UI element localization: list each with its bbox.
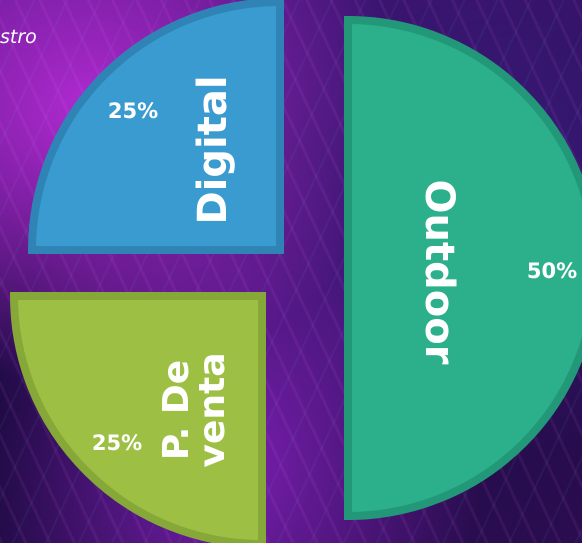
svg-text:Outdoor: Outdoor	[416, 180, 462, 365]
value-label-digital: 25%	[108, 99, 158, 123]
value-label-outdoor: 50%	[527, 259, 577, 283]
pie-slice-digital[interactable]	[27, 0, 284, 254]
svg-text:P. Deventa: P. Deventa	[156, 352, 233, 467]
slice-label-outdoor: Outdoor	[416, 180, 462, 365]
slice-label-p-de-venta: P. Deventa	[156, 352, 233, 467]
pie-slice-p-de-venta[interactable]	[9, 292, 266, 543]
svg-text:Digital: Digital	[190, 75, 236, 224]
partial-heading: stro	[0, 26, 37, 48]
value-label-p-de-venta: 25%	[92, 431, 142, 455]
slice-label-digital: Digital	[190, 75, 236, 224]
pie-slice-outdoor[interactable]	[344, 15, 582, 521]
